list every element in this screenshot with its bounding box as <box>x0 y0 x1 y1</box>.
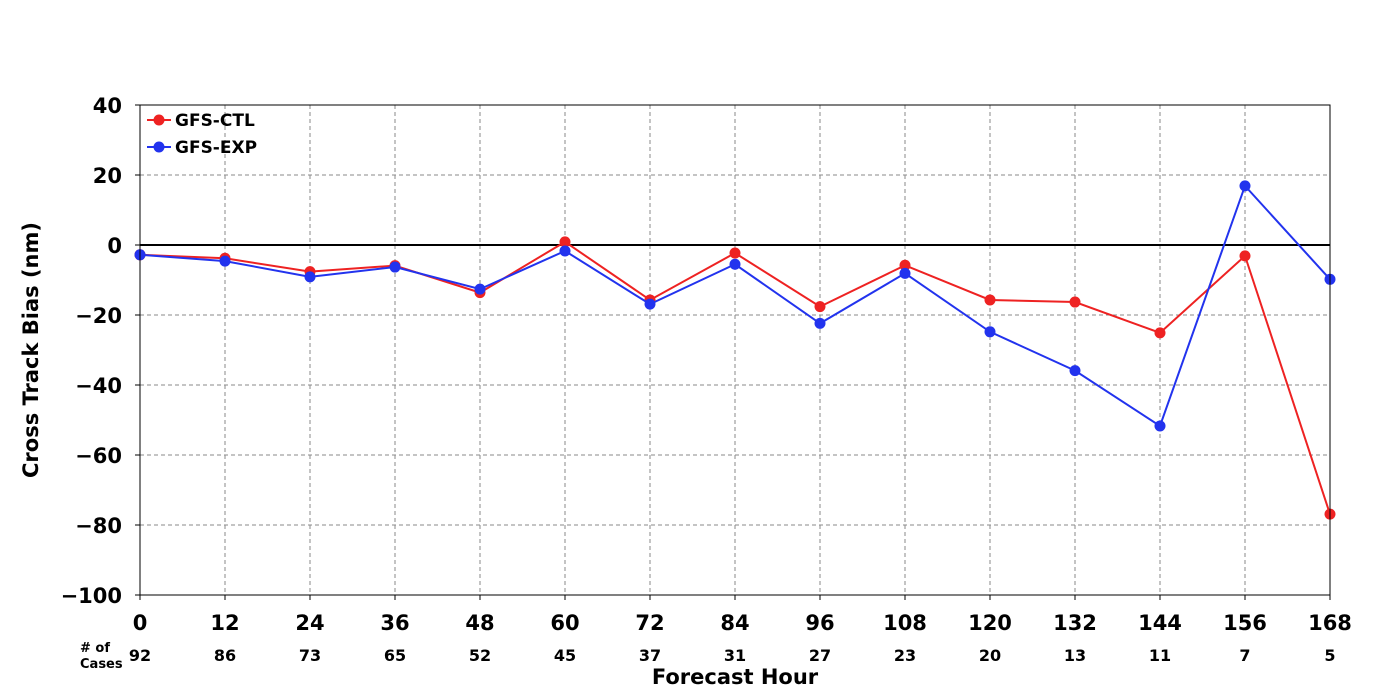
point-gfs-exp-132 <box>1069 365 1081 377</box>
point-gfs-ctl-84 <box>729 247 741 259</box>
point-gfs-exp-36 <box>389 261 401 273</box>
legend-label-gfs-ctl: GFS-CTL <box>175 111 255 131</box>
x-axis-title: Forecast Hour <box>652 665 819 689</box>
cases-value-60: 45 <box>554 646 576 665</box>
x-tick-label-8: 96 <box>805 611 834 635</box>
cases-value-36: 65 <box>384 646 406 665</box>
point-gfs-exp-108 <box>899 267 911 279</box>
cases-value-144: 11 <box>1149 646 1171 665</box>
cases-value-72: 37 <box>639 646 661 665</box>
y-tick-label-3: −20 <box>75 304 122 328</box>
point-gfs-ctl-108 <box>899 259 911 271</box>
legend: GFS-CTL GFS-EXP <box>147 111 257 158</box>
y-tick-label-1: 20 <box>93 164 122 188</box>
cases-value-96: 27 <box>809 646 831 665</box>
cases-value-84: 31 <box>724 646 746 665</box>
cases-header-line2: Cases <box>80 657 123 672</box>
point-gfs-exp-60 <box>559 245 571 257</box>
legend-marker-gfs-exp <box>153 141 165 153</box>
x-tick-label-4: 48 <box>465 611 494 635</box>
cases-value-156: 7 <box>1239 646 1250 665</box>
cases-value-24: 73 <box>299 646 321 665</box>
y-axis-title: Cross Track Bias (nm) <box>19 222 43 478</box>
legend-marker-gfs-ctl <box>153 114 165 126</box>
point-gfs-exp-48 <box>474 283 486 295</box>
point-gfs-exp-72 <box>644 298 656 310</box>
cases-value-132: 13 <box>1064 646 1086 665</box>
x-tick-label-6: 72 <box>635 611 664 635</box>
x-tick-label-2: 24 <box>295 611 324 635</box>
x-tick-labels: 0 12 24 36 48 60 72 84 96 108 120 132 144 156 168 <box>133 595 1352 635</box>
x-tick-label-13: 156 <box>1223 611 1267 635</box>
point-gfs-ctl-96 <box>814 301 826 313</box>
cases-header-line1: # of <box>80 641 110 656</box>
cases-value-12: 86 <box>214 646 236 665</box>
x-tick-label-11: 132 <box>1053 611 1097 635</box>
x-tick-label-9: 108 <box>883 611 927 635</box>
x-tick-label-0: 0 <box>133 611 148 635</box>
point-gfs-exp-96 <box>814 317 826 329</box>
series-line-gfs-exp <box>139 183 1331 428</box>
x-tick-label-14: 168 <box>1308 611 1352 635</box>
point-gfs-ctl-132 <box>1069 296 1081 308</box>
x-tick-label-5: 60 <box>550 611 579 635</box>
y-tick-label-5: −60 <box>75 444 122 468</box>
y-tick-label-2: 0 <box>107 234 122 258</box>
x-tick-label-10: 120 <box>968 611 1012 635</box>
x-tick-label-1: 12 <box>210 611 239 635</box>
grid-layer <box>140 105 1330 595</box>
point-gfs-ctl-60 <box>559 236 571 248</box>
cases-value-168: 5 <box>1324 646 1335 665</box>
cases-value-48: 52 <box>469 646 491 665</box>
y-tick-labels: 40 20 0 −20 −40 −60 −80 −100 <box>61 94 140 608</box>
point-gfs-ctl-156 <box>1239 250 1251 262</box>
y-tick-label-4: −40 <box>75 374 122 398</box>
x-tick-label-7: 84 <box>720 611 749 635</box>
point-gfs-exp-144 <box>1154 420 1166 432</box>
y-tick-label-7: −100 <box>61 584 122 608</box>
x-tick-label-3: 36 <box>380 611 409 635</box>
point-gfs-ctl-120 <box>984 294 996 306</box>
point-gfs-exp-84 <box>729 258 741 270</box>
cases-value-0: 92 <box>129 646 151 665</box>
cases-row: # of Cases 92 86 73 65 52 45 37 31 27 23 20 13 11 7 5 <box>80 641 1336 672</box>
y-tick-label-6: −80 <box>75 514 122 538</box>
y-tick-label-0: 40 <box>93 94 122 118</box>
cases-value-120: 20 <box>979 646 1001 665</box>
series-layer <box>134 180 1336 520</box>
point-gfs-exp-24 <box>304 271 316 283</box>
point-gfs-exp-156 <box>1239 180 1251 192</box>
cases-value-108: 23 <box>894 646 916 665</box>
legend-label-gfs-exp: GFS-EXP <box>175 138 257 158</box>
x-tick-label-12: 144 <box>1138 611 1182 635</box>
point-gfs-exp-12 <box>219 255 231 267</box>
point-gfs-ctl-144 <box>1154 327 1166 339</box>
point-gfs-exp-120 <box>984 326 996 338</box>
